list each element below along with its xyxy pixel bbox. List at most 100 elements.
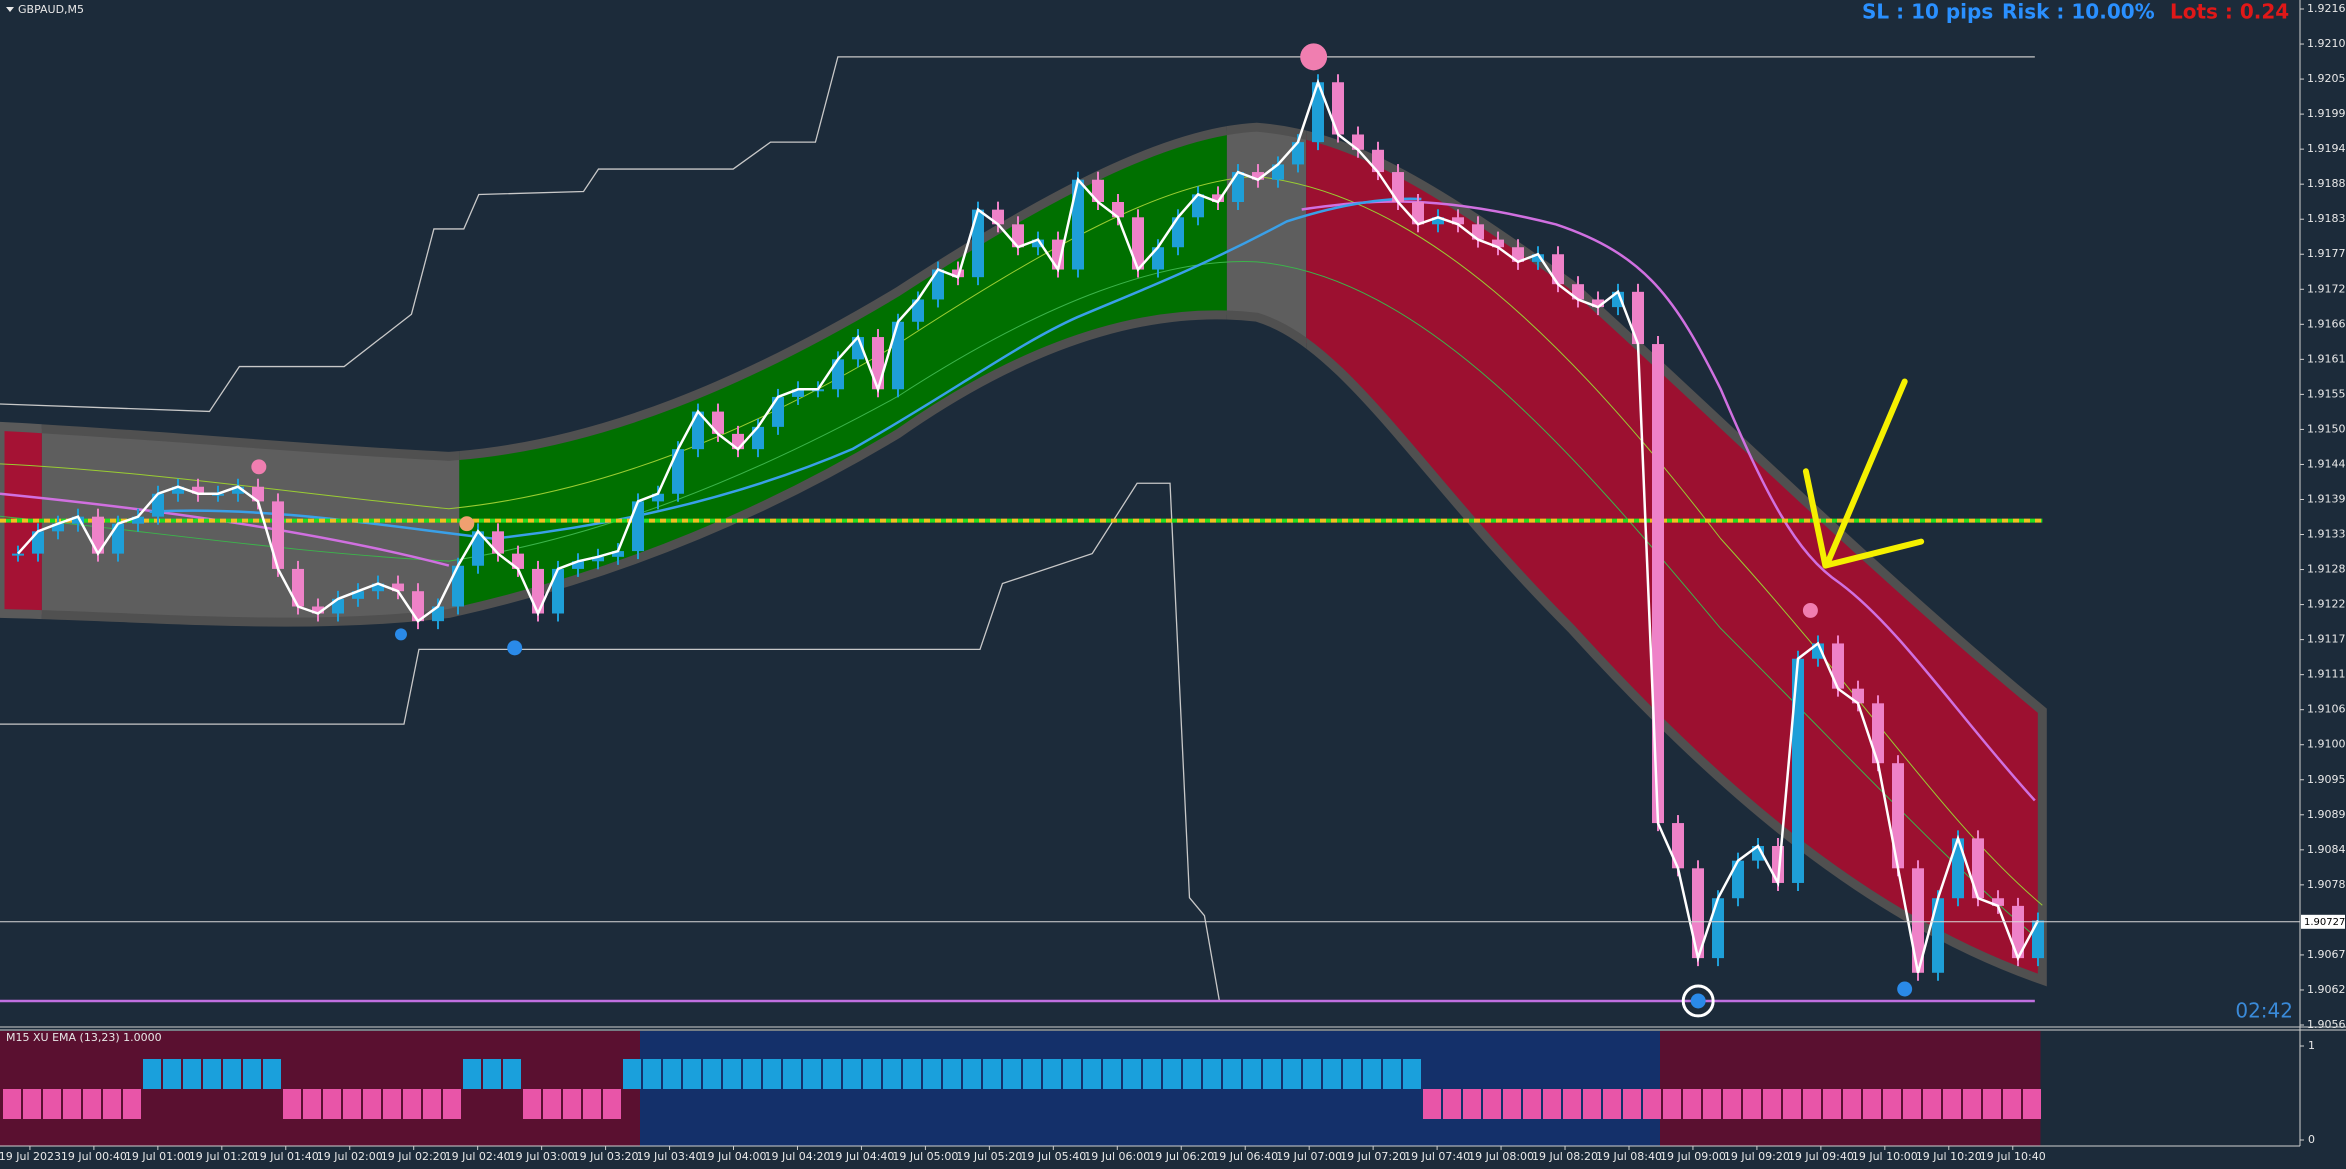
indicator-block: [1223, 1059, 1241, 1089]
indicator-block: [463, 1059, 481, 1089]
indicator-bg: [540, 1031, 561, 1146]
x-tick-label: 19 Jul 08:20: [1532, 1150, 1598, 1163]
high-marker: [1300, 43, 1328, 71]
candle: [612, 551, 624, 557]
indicator-block: [1783, 1089, 1801, 1119]
candle: [1292, 142, 1304, 165]
candle: [392, 583, 404, 592]
indicator-block: [1423, 1089, 1441, 1119]
indicator-block: [403, 1089, 421, 1119]
candle: [1532, 254, 1544, 262]
x-tick-label: 19 Jul 10:00: [1852, 1150, 1918, 1163]
candle: [1792, 658, 1804, 883]
y-tick-label: 1.90785: [2307, 878, 2346, 891]
candle: [1172, 217, 1184, 248]
y-tick-label: 1.91720: [2307, 282, 2346, 295]
y-tick-label: 1.91060: [2307, 703, 2346, 716]
indicator-bg: [320, 1031, 341, 1146]
indicator-block: [1663, 1089, 1681, 1119]
candle: [1872, 703, 1884, 764]
indicator-block: [1323, 1059, 1341, 1089]
candle: [312, 606, 324, 614]
candle: [1412, 202, 1424, 225]
donchian-lower: [0, 483, 1219, 1001]
indicator-block: [583, 1089, 601, 1119]
indicator-block: [903, 1059, 921, 1089]
indicator-block: [1983, 1089, 2001, 1119]
x-tick-label: 19 Jul 07:00: [1276, 1150, 1342, 1163]
candle: [672, 449, 684, 494]
indicator-block: [1503, 1089, 1521, 1119]
indicator-block: [163, 1059, 181, 1089]
candle: [152, 493, 164, 517]
y-tick-label: 1.91005: [2307, 738, 2346, 751]
candle: [1912, 868, 1924, 973]
x-tick-label: 19 Jul 10:40: [1980, 1150, 2046, 1163]
candle: [1052, 239, 1064, 270]
candle: [972, 209, 984, 278]
candle: [772, 396, 784, 427]
arrow-annotation: [1806, 382, 1921, 566]
indicator-block: [963, 1059, 981, 1089]
indicator-block: [2003, 1089, 2021, 1119]
indicator-title: M15 XU EMA (13,23) 1.0000: [6, 1031, 162, 1044]
x-tick-label: 19 Jul 04:00: [701, 1150, 767, 1163]
candle: [72, 516, 84, 524]
candle: [1552, 254, 1564, 285]
indicator-block: [1263, 1059, 1281, 1089]
fractal-down: [394, 628, 407, 641]
indicator-block: [243, 1059, 261, 1089]
x-tick-label: 19 Jul 03:40: [637, 1150, 703, 1163]
candle: [932, 269, 944, 300]
x-tick-label: 19 Jul 04:40: [828, 1150, 894, 1163]
indicator-block: [203, 1059, 221, 1089]
indicator-block: [863, 1059, 881, 1089]
current-price-label: 1.90727: [2304, 917, 2345, 928]
plot: [12, 74, 2044, 981]
indicator-block: [1023, 1059, 1041, 1089]
indicator-block: [503, 1059, 521, 1089]
indicator-bg: [1620, 1031, 1641, 1146]
candle: [832, 359, 844, 390]
indicator-bg: [1640, 1031, 1661, 1146]
y-tick-label: 1.91665: [2307, 317, 2346, 330]
timer: 02:42: [2235, 999, 2293, 1023]
menu-triangle[interactable]: [6, 7, 14, 12]
indicator-bg: [420, 1031, 441, 1146]
indicator-bg: [1760, 1031, 1781, 1146]
indicator-block: [1003, 1059, 1021, 1089]
candle: [1952, 838, 1964, 899]
indicator-block: [1043, 1059, 1061, 1089]
indicator-block: [523, 1089, 541, 1119]
candle: [1492, 239, 1504, 248]
indicator-block: [443, 1089, 461, 1119]
indicator-block: [323, 1089, 341, 1119]
fractal-up: [459, 516, 475, 532]
x-tick-label: 19 Jul 09:00: [1660, 1150, 1726, 1163]
current-price-box: [2301, 914, 2345, 929]
indicator-block: [1523, 1089, 1541, 1119]
y-tick-label: 1.90620: [2307, 983, 2346, 996]
fractal-down: [1897, 981, 1913, 997]
indicator-bg: [1600, 1031, 1621, 1146]
indicator-block: [1063, 1059, 1081, 1089]
indicator-bg: [1880, 1031, 1901, 1146]
indicator-block: [1883, 1089, 1901, 1119]
indicator-tick-label: 1: [2308, 1039, 2315, 1052]
candle: [532, 568, 544, 614]
y-tick-label: 1.90565: [2307, 1018, 2346, 1031]
x-tick-label: 19 Jul 04:20: [764, 1150, 830, 1163]
y-tick-label: 1.92050: [2307, 72, 2346, 85]
y-tick-label: 1.91940: [2307, 142, 2346, 155]
symbol-title: GBPAUD,M5: [18, 3, 84, 16]
indicator-block: [943, 1059, 961, 1089]
candle: [232, 486, 244, 494]
candle: [1932, 898, 1944, 973]
candle: [412, 591, 424, 622]
indicator-bg: [1960, 1031, 1981, 1146]
candle: [1592, 299, 1604, 308]
x-tick-label: 19 Jul 06:20: [1148, 1150, 1214, 1163]
indicator-bg: [360, 1031, 381, 1146]
indicator-bg: [1840, 1031, 1861, 1146]
y-tick-label: 1.91555: [2307, 387, 2346, 400]
